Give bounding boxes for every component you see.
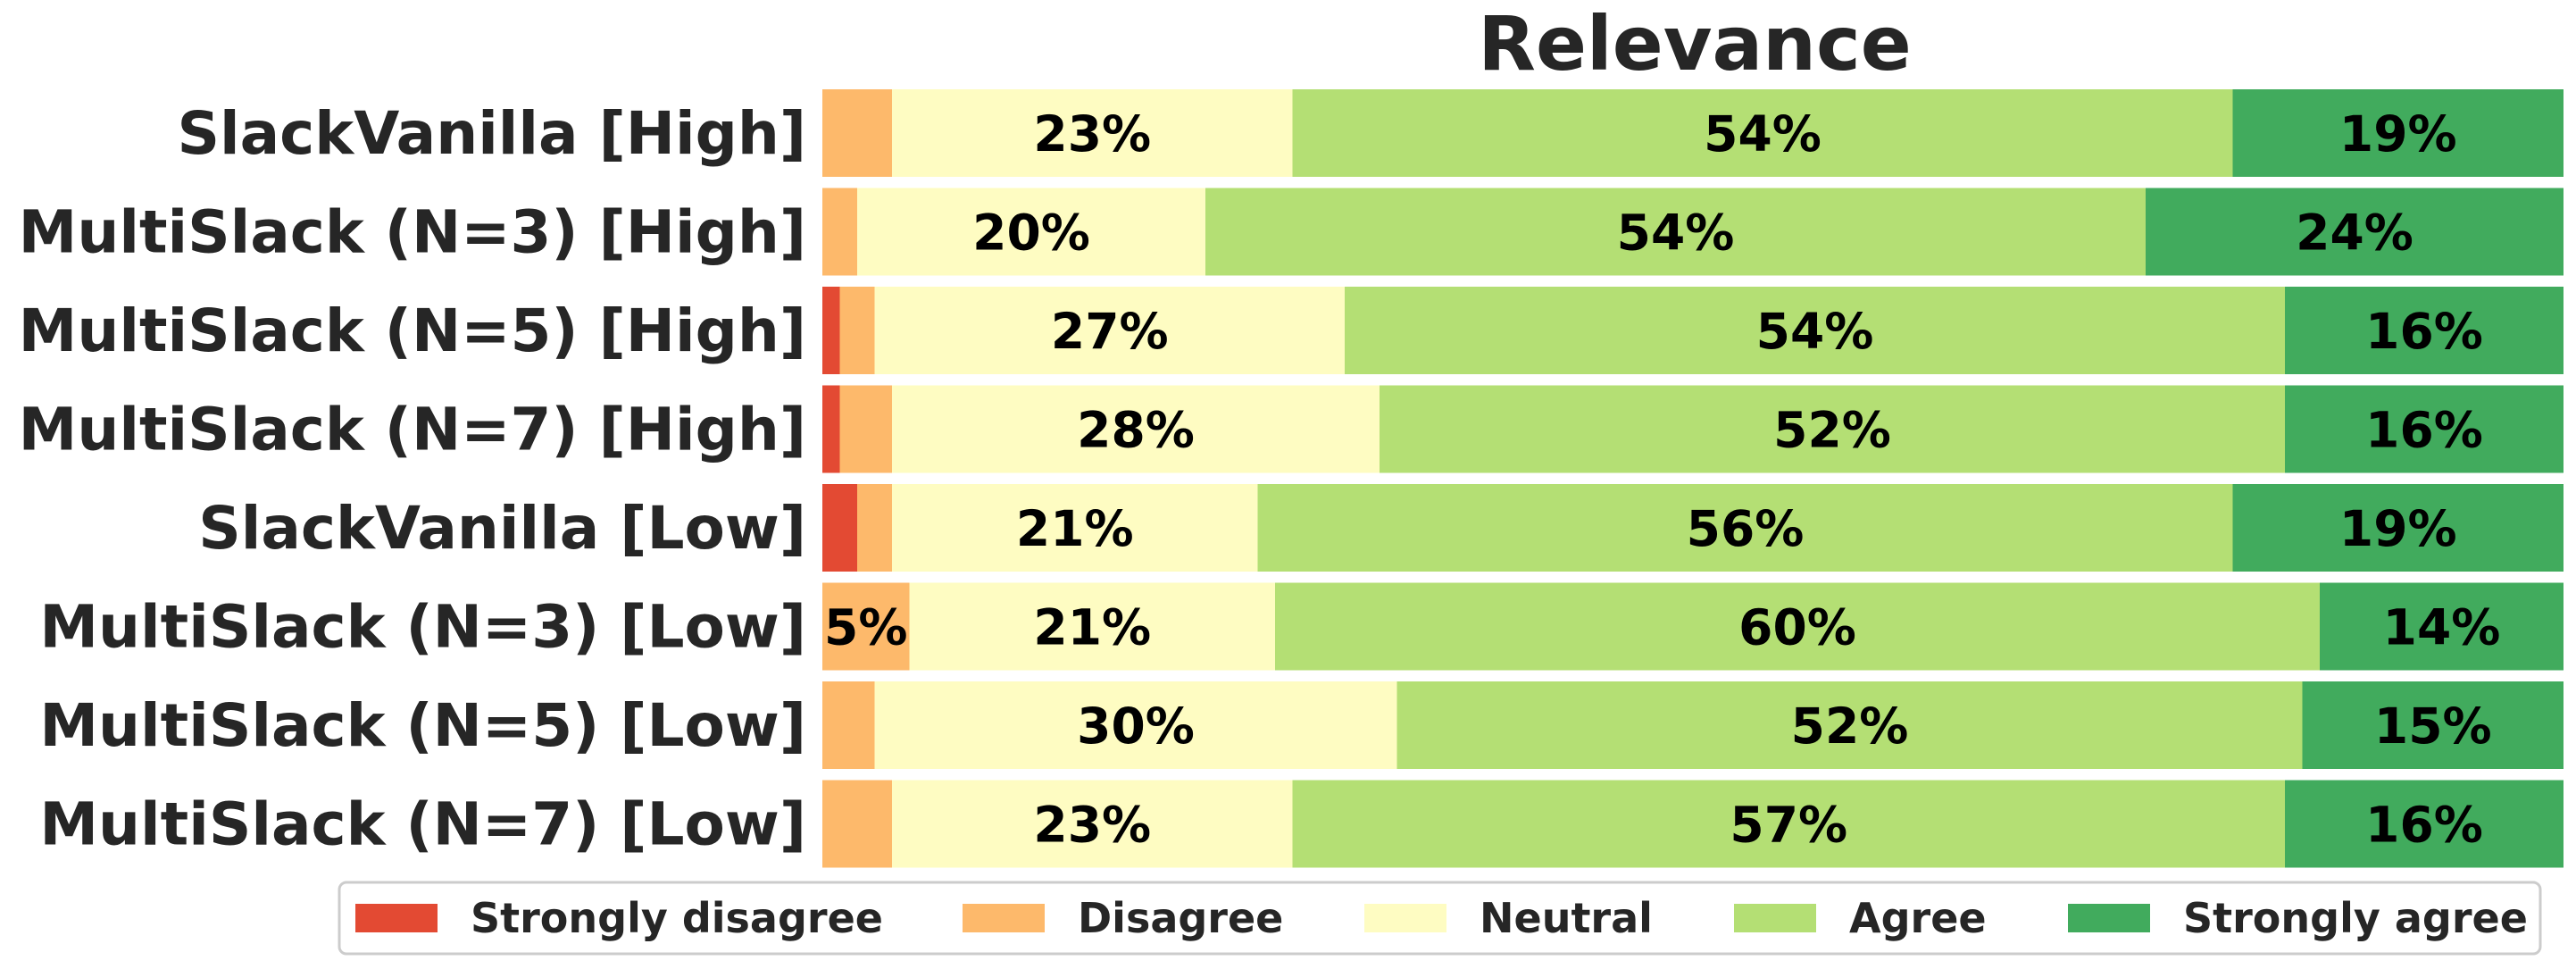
legend-label: Agree	[1849, 894, 1987, 942]
legend-label: Disagree	[1078, 894, 1283, 942]
data-label: 16%	[2365, 303, 2483, 360]
bar-segment	[2232, 89, 2563, 177]
bar-segment	[1396, 681, 2303, 769]
bar-segment	[839, 385, 892, 473]
legend-label: Neutral	[1480, 894, 1653, 942]
y-tick-label: MultiSlack (N=5) [High]	[19, 297, 806, 365]
data-label: 27%	[1051, 303, 1169, 360]
bar-segment	[2320, 582, 2563, 671]
bar-segment	[1275, 582, 2320, 671]
bars-group: SlackVanilla [High] 23% 54% 19% MultiSlack (…	[19, 89, 2563, 868]
bar-segment	[892, 89, 1293, 177]
bar-segment	[909, 582, 1275, 671]
data-label: 60%	[1738, 599, 1856, 656]
data-label: 21%	[1033, 599, 1151, 656]
legend-swatch	[355, 904, 438, 932]
y-tick-label: SlackVanilla [Low]	[198, 494, 806, 563]
bar-segment	[2285, 385, 2563, 473]
data-label: 30%	[1077, 698, 1195, 755]
bar-segment	[892, 484, 1258, 572]
legend-swatch	[1364, 904, 1446, 932]
legend: Strongly disagree Disagree Neutral Agree Str…	[338, 881, 2542, 956]
data-label: 23%	[1033, 797, 1151, 854]
bar-segment	[892, 385, 1380, 473]
data-label: 28%	[1077, 402, 1195, 459]
legend-swatch	[2068, 904, 2150, 932]
bar-segment	[822, 385, 840, 473]
bar-segment	[1205, 188, 2146, 276]
data-label: 24%	[2296, 205, 2413, 262]
data-label: 54%	[1756, 303, 1874, 360]
data-label: 54%	[1617, 205, 1735, 262]
bar-segment	[822, 681, 875, 769]
bar-segment	[2302, 681, 2563, 769]
data-label: 19%	[2339, 105, 2457, 163]
y-tick-label: MultiSlack (N=7) [Low]	[39, 790, 806, 859]
bar-segment	[1257, 484, 2233, 572]
bar-segment	[822, 780, 892, 868]
bar-segment	[857, 188, 1205, 276]
chart-title: Relevance	[1478, 0, 1911, 88]
y-tick-label: MultiSlack (N=5) [Low]	[39, 691, 806, 760]
bar-segment	[1345, 287, 2285, 374]
data-label: 56%	[1687, 500, 1805, 557]
bar-segment	[2146, 188, 2563, 276]
bar-segment	[822, 287, 840, 374]
bar-segment	[857, 484, 892, 572]
y-tick-label: MultiSlack (N=3) [Low]	[39, 593, 806, 662]
bar-segment	[822, 582, 910, 671]
data-label: 19%	[2339, 500, 2457, 557]
legend-label: Strongly agree	[2183, 894, 2528, 942]
bar-segment	[874, 681, 1397, 769]
legend-label: Strongly disagree	[471, 894, 883, 942]
data-label: 16%	[2365, 797, 2483, 854]
bar-segment	[2285, 780, 2563, 868]
bar-segment	[2232, 484, 2563, 572]
bar-segment	[822, 89, 892, 177]
bar-segment	[822, 484, 857, 572]
data-label: 5%	[824, 599, 907, 656]
data-label: 54%	[1704, 105, 1822, 163]
y-tick-label: MultiSlack (N=7) [High]	[19, 396, 806, 464]
data-label: 52%	[1773, 402, 1891, 459]
data-label: 20%	[972, 205, 1090, 262]
bar-segment	[874, 287, 1345, 374]
bar-segment	[892, 780, 1293, 868]
y-tick-label: MultiSlack (N=3) [High]	[19, 198, 806, 267]
data-label: 16%	[2365, 402, 2483, 459]
bar-segment	[2285, 287, 2563, 374]
legend-swatch	[1734, 904, 1816, 932]
bar-segment	[1292, 780, 2285, 868]
data-label: 14%	[2383, 599, 2501, 656]
data-label: 57%	[1730, 797, 1847, 854]
bar-segment	[822, 188, 857, 276]
bar-segment	[1292, 89, 2233, 177]
data-label: 52%	[1791, 698, 1909, 755]
y-tick-label: SlackVanilla [High]	[177, 99, 806, 168]
legend-swatch	[963, 904, 1045, 932]
bar-segment	[1380, 385, 2285, 473]
data-label: 21%	[1016, 500, 1134, 557]
data-label: 23%	[1033, 105, 1151, 163]
data-label: 15%	[2374, 698, 2492, 755]
bar-segment	[839, 287, 875, 374]
